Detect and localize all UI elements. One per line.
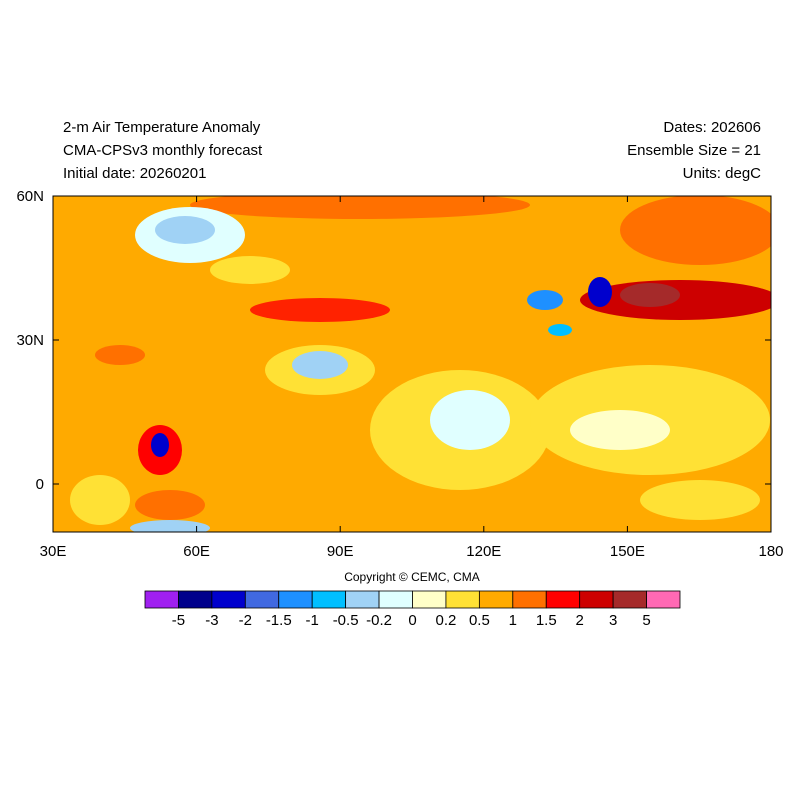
colorbar-box xyxy=(144,590,179,609)
lat-tick-label: 30N xyxy=(16,332,44,349)
colorbar-label: 0.5 xyxy=(469,612,490,629)
colorbar-label: 1.5 xyxy=(536,612,557,629)
header-left-line: CMA-CPSv3 monthly forecast xyxy=(63,142,263,159)
colorbar-label: 2 xyxy=(576,612,584,629)
map-frame xyxy=(52,195,772,533)
colorbar-box xyxy=(278,590,313,609)
colorbar-box xyxy=(345,590,380,609)
colorbar-box xyxy=(178,590,213,609)
header-right-line: Units: degC xyxy=(683,165,762,182)
header-left-line: Initial date: 20260201 xyxy=(63,165,206,182)
lon-tick-label: 60E xyxy=(183,543,210,560)
colorbar-box xyxy=(612,590,647,609)
lon-tick-label: 90E xyxy=(327,543,354,560)
lon-tick-label: 150E xyxy=(610,543,645,560)
colorbar-box xyxy=(579,590,614,609)
colorbar-box xyxy=(646,590,681,609)
copyright: Copyright © CEMC, CMA xyxy=(344,570,480,584)
header-right-line: Ensemble Size = 21 xyxy=(627,142,761,159)
lon-tick-label: 30E xyxy=(40,543,67,560)
lon-tick-label: 120E xyxy=(466,543,501,560)
colorbar-label: 0 xyxy=(408,612,416,629)
colorbar-box xyxy=(412,590,447,609)
colorbar-label: 3 xyxy=(609,612,617,629)
colorbar-box xyxy=(545,590,581,609)
colorbar-label: -0.2 xyxy=(366,612,392,629)
colorbar-label: -2 xyxy=(239,612,252,629)
colorbar-box xyxy=(445,590,480,609)
header-right-line: Dates: 202606 xyxy=(663,119,761,136)
lat-tick-label: 60N xyxy=(16,188,44,205)
colorbar-label: -5 xyxy=(172,612,185,629)
colorbar-label: -3 xyxy=(205,612,218,629)
header-left-line: 2-m Air Temperature Anomaly xyxy=(63,119,261,136)
colorbar-box xyxy=(478,590,514,609)
colorbar-label: 0.2 xyxy=(436,612,457,629)
colorbar-box xyxy=(512,590,547,609)
colorbar-box xyxy=(378,590,413,609)
colorbar-label: 5 xyxy=(642,612,650,629)
map-field xyxy=(53,196,771,532)
colorbar-label: -0.5 xyxy=(333,612,359,629)
colorbar-box xyxy=(311,590,347,609)
map-ticks: 60N 30N 0 30E 60E 90E 120E 150E 180 xyxy=(16,188,783,560)
colorbar-box xyxy=(244,590,280,609)
colorbar: -5 -3 -2 -1.5 -1 -0.5 -0.2 0 0.2 0.5 1 1.5 2 3 5 xyxy=(144,590,681,629)
colorbar-label: 1 xyxy=(509,612,517,629)
lon-tick-label: 180 xyxy=(758,543,783,560)
lat-tick-label: 0 xyxy=(36,476,44,493)
header: 2-m Air Temperature Anomaly CMA-CPSv3 mon… xyxy=(63,119,761,182)
colorbar-label: -1 xyxy=(306,612,319,629)
colorbar-label: -1.5 xyxy=(266,612,292,629)
colorbar-box xyxy=(211,590,246,609)
